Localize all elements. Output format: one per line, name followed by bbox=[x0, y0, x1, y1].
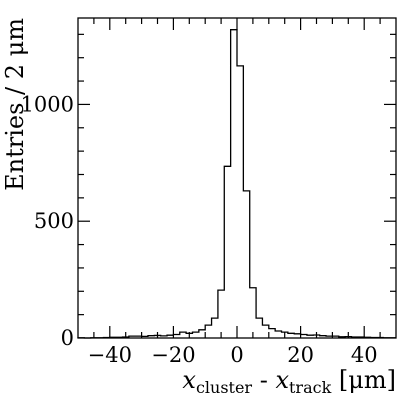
y-axis-label: Entries / 2 μm bbox=[1, 18, 29, 191]
y-tick-label: 500 bbox=[34, 209, 74, 233]
x-axis-label: xcluster - xtrack [μm] bbox=[182, 366, 396, 397]
x-tick-label: 0 bbox=[230, 343, 243, 367]
y-tick-label: 1000 bbox=[21, 92, 74, 116]
x-tick-label: 40 bbox=[351, 343, 378, 367]
x-tick-label: −20 bbox=[151, 343, 195, 367]
x-tick-label: 20 bbox=[287, 343, 314, 367]
tick-labels: −40 −20 0 20 40 0 500 1000 bbox=[21, 92, 378, 367]
x-tick-label: −40 bbox=[88, 343, 132, 367]
histogram-line bbox=[77, 29, 396, 339]
axis-ticks bbox=[78, 18, 396, 338]
y-tick-label: 0 bbox=[61, 326, 74, 350]
